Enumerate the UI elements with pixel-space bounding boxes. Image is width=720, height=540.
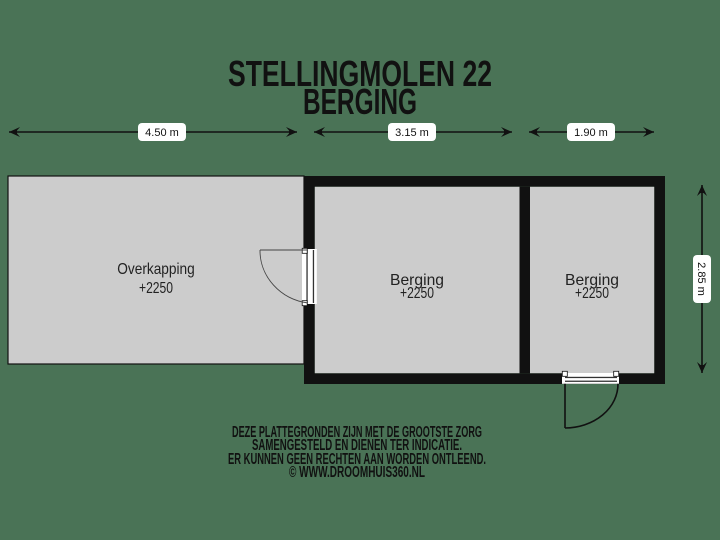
svg-text:Overkapping: Overkapping <box>117 261 195 278</box>
svg-text:4.50 m: 4.50 m <box>145 127 179 139</box>
svg-text:3.15 m: 3.15 m <box>395 127 429 139</box>
svg-text:+2250: +2250 <box>139 280 173 297</box>
svg-text:BERGING: BERGING <box>303 81 417 122</box>
svg-text:1.90 m: 1.90 m <box>574 127 608 139</box>
svg-text:+2250: +2250 <box>400 285 434 302</box>
svg-text:© WWW.DROOMHUIS360.NL: © WWW.DROOMHUIS360.NL <box>289 464 425 481</box>
svg-text:+2250: +2250 <box>575 285 609 302</box>
svg-text:2.85 m: 2.85 m <box>695 262 707 296</box>
